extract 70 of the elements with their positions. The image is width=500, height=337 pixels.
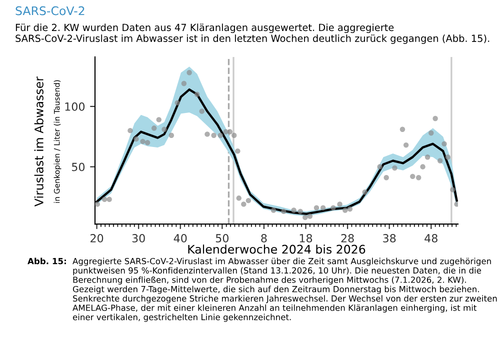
point: [320, 205, 326, 210]
point: [424, 154, 430, 160]
x-tick-label: 28: [341, 234, 354, 242]
y-tick-label: 100: [65, 102, 85, 111]
point: [342, 208, 348, 213]
point: [377, 164, 382, 170]
point: [128, 128, 133, 134]
point: [236, 196, 242, 201]
x-tick-label: 20: [90, 234, 104, 242]
point: [174, 100, 180, 106]
point: [403, 142, 409, 148]
point: [432, 116, 438, 122]
point: [241, 202, 246, 207]
point: [337, 202, 342, 207]
point: [437, 158, 443, 164]
point: [152, 126, 157, 131]
point: [298, 208, 303, 214]
point: [442, 141, 447, 146]
chart-title: SARS-CoV-2: [16, 6, 84, 16]
point: [450, 187, 456, 192]
point: [291, 208, 296, 213]
x-tick-label: 48: [424, 234, 438, 242]
point: [227, 129, 233, 134]
point: [246, 198, 252, 204]
point: [270, 208, 276, 213]
point: [302, 214, 308, 220]
point: [420, 164, 426, 170]
x-axis-title: Kalenderwoche 2024 bis 2026: [188, 244, 366, 254]
point: [106, 196, 112, 202]
point: [330, 205, 336, 210]
point: [140, 138, 146, 144]
point: [204, 132, 210, 137]
point: [95, 202, 100, 207]
point: [156, 117, 162, 122]
chart-subtitle: Für die 2. KW wurden Daten aus 47 Kläranlagen ausgewertet. Die aggregierte SARS-CoV-2-Viruslast im Abwasser ist in den letzten Wochen deutlich zurück gegangen (Abb. 15).: [16, 24, 490, 44]
point: [445, 154, 450, 160]
point: [410, 174, 416, 180]
x-tick-label: 50: [216, 234, 228, 242]
point: [134, 136, 139, 142]
point: [384, 175, 389, 180]
x-tick-label: 8: [261, 234, 267, 242]
point: [281, 208, 286, 214]
point: [347, 206, 353, 212]
point: [235, 148, 240, 154]
point: [181, 80, 187, 86]
x-tick-label: 38: [383, 234, 396, 242]
point: [144, 140, 150, 146]
point: [314, 205, 320, 210]
point: [428, 130, 434, 136]
x-tick-label: 18: [300, 234, 312, 242]
y-axis-title: Viruslast im Abwasser: [34, 76, 44, 206]
point: [186, 70, 192, 76]
point: [194, 92, 200, 97]
point: [416, 175, 422, 180]
point: [218, 132, 223, 138]
point: [400, 126, 406, 132]
point: [223, 129, 228, 134]
point: [102, 196, 108, 202]
point: [362, 190, 368, 195]
x-tick-label: 40: [174, 234, 187, 242]
point: [392, 165, 398, 171]
point: [307, 214, 313, 219]
text: Aggregierte SARS-CoV-2-Viruslast im Abwasser über die Zeit samt Ausgleichskurve und zugehörigen punktweisen 95 %-Konfidenzintervallen (Stand 13.1.2026, 10 Uhr). Die neuesten Daten, die in die Berechnung einfließen, sind von der Probenahme des vorherigen Mittwochs (7.1.2026, 2. KW). Gezeigt werden 7-Tage-Mittelwerte, die sich auf den Zeitraum Donnerstag bis Mittwoch beziehen. Senkrechte durchgezogene Striche markieren Jahreswechsel. Der Wechsel von der ersten zur zweiten AMELAG-Phase, der mit einer kleineren Anzahl an teilnehmenden Kläranlagen einherging, ist mit einer vertikalen, gestrichelten Linie gekennzeichnet.: [72, 258, 497, 322]
point: [199, 108, 204, 114]
caption: Abb. 15:: [28, 258, 66, 264]
point: [168, 132, 174, 138]
point: [211, 132, 216, 138]
x-tick-label: 30: [132, 234, 145, 242]
point: [232, 132, 237, 138]
point: [162, 126, 167, 132]
